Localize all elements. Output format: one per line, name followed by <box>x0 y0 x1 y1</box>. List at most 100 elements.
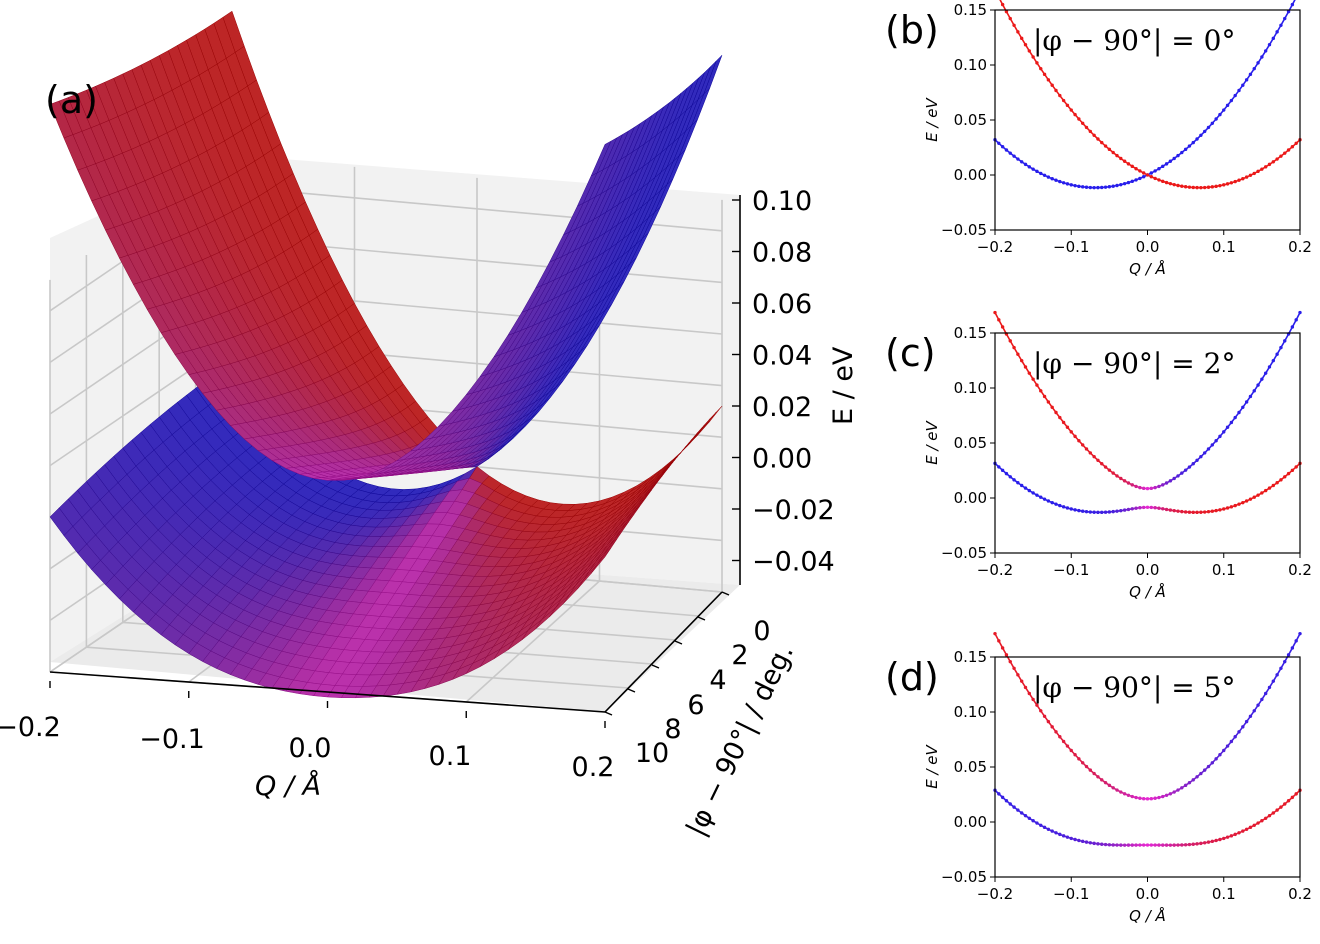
curve-lower-point <box>1244 499 1249 503</box>
x-axis-label: Q / Å <box>1129 582 1166 601</box>
curve-upper-point <box>1141 171 1146 175</box>
curve-upper-point <box>1111 786 1115 790</box>
surfaces-3d <box>49 10 723 699</box>
curve-lower-point <box>1164 507 1169 512</box>
curve-lower-point <box>1233 179 1237 184</box>
y-axis-label: E / eV <box>923 419 941 464</box>
curve-lower-point <box>1290 145 1295 149</box>
curve-upper-point <box>1283 659 1287 664</box>
curve-upper-point <box>1176 788 1180 792</box>
curve-lower-point <box>1061 181 1066 185</box>
curve-upper-point <box>1283 339 1287 343</box>
curve-upper-point <box>1214 757 1218 761</box>
curve-upper-point <box>1202 451 1207 455</box>
curve-upper-point <box>1126 793 1131 797</box>
curve-lower-point <box>1206 840 1211 844</box>
curve-upper-point <box>1225 103 1230 108</box>
curve-upper-point <box>1096 137 1100 141</box>
curve-upper-point <box>1073 112 1077 117</box>
curve-upper-point <box>1084 447 1089 451</box>
curve-upper-point <box>1275 673 1279 677</box>
curve-lower-point <box>1039 495 1043 499</box>
curve-upper-point <box>1100 462 1104 466</box>
x-tick-label: −0.1 <box>1053 885 1089 903</box>
curve-lower-point <box>1111 509 1115 514</box>
curve-lower-point <box>1199 510 1203 514</box>
curve-upper-point <box>1164 793 1169 797</box>
curve-lower-point <box>1263 165 1268 169</box>
curve-upper-point <box>1077 117 1081 121</box>
curve-lower-point <box>1248 497 1253 501</box>
curve-lower-point <box>1073 183 1077 188</box>
curve-lower-point <box>1248 825 1253 830</box>
curve-upper-point <box>1149 486 1154 491</box>
curve-upper-point <box>1199 454 1203 459</box>
y-axis-line <box>604 591 723 713</box>
curve-lower-point <box>1107 843 1112 847</box>
z-tick-label-3d: 0.00 <box>752 444 812 475</box>
curve-upper-point <box>1141 796 1146 801</box>
curve-upper-point <box>1039 389 1043 393</box>
curve-lower-point <box>1088 510 1093 514</box>
curve-upper-point <box>1119 476 1123 481</box>
curve-lower-point <box>1176 183 1180 188</box>
curve-lower-point <box>1260 491 1264 495</box>
curve-upper-point <box>1260 55 1264 59</box>
curve-lower-point <box>1073 837 1077 842</box>
curve-upper-point <box>1202 768 1207 772</box>
curve-upper-point <box>1199 133 1203 137</box>
curve-lower-point <box>1119 843 1123 847</box>
annotation-angle: |φ − 90°| = 0° <box>1033 24 1235 57</box>
curve-lower-point <box>1096 185 1100 190</box>
curve-lower-point <box>1119 182 1123 187</box>
curve-upper-point <box>1168 792 1173 796</box>
curve-lower-point <box>1069 183 1073 187</box>
curve-upper-point <box>1054 730 1058 734</box>
curve-upper-point <box>1107 783 1112 788</box>
curve-upper-point <box>1130 483 1134 487</box>
curve-upper-point <box>1035 61 1039 65</box>
curve-lower-point <box>1100 842 1104 846</box>
curve-upper-point <box>1233 415 1237 420</box>
curve-upper-point <box>1084 764 1089 769</box>
curve-upper-point <box>1046 78 1051 82</box>
annotation-angle: |φ − 90°| = 5° <box>1033 671 1235 704</box>
curve-upper-point <box>1172 476 1176 481</box>
curve-upper-point <box>1229 420 1234 425</box>
curve-upper-point <box>1080 121 1085 125</box>
x-tick-label-3d: −0.2 <box>0 712 61 743</box>
curve-upper-point <box>1199 771 1203 776</box>
curve-lower-point <box>1241 829 1245 833</box>
y-tick-label: 0.00 <box>954 813 987 831</box>
curve-lower-point <box>1080 839 1085 844</box>
curve-lower-point <box>1161 179 1165 184</box>
surface-lo-patch <box>590 547 612 574</box>
x-tick-label-3d: 0.1 <box>429 741 472 772</box>
curve-upper-point <box>1054 410 1058 415</box>
curve-upper-point <box>1164 162 1169 166</box>
z-tick-label-3d: 0.02 <box>752 392 812 423</box>
curve-upper-point <box>1153 485 1157 490</box>
curve-upper-point <box>1103 144 1108 148</box>
curve-lower-point <box>1046 827 1051 831</box>
curve-upper-point <box>1290 325 1295 329</box>
curve-lower-point <box>1206 185 1211 189</box>
curve-lower-point <box>1058 179 1062 184</box>
curve-lower-point <box>1119 508 1123 513</box>
curve-lower-point <box>1039 171 1043 176</box>
curve-lower-point <box>1195 510 1199 515</box>
panel-label-d: (d) <box>885 655 939 699</box>
curve-lower-point <box>1096 510 1100 515</box>
curve-lower-point <box>1218 837 1222 842</box>
curve-lower-point <box>1172 182 1176 187</box>
curve-upper-point <box>1252 389 1256 393</box>
curve-lower-point <box>1141 175 1146 179</box>
curve-lower-point <box>1126 843 1131 847</box>
curve-upper-point <box>1248 72 1253 77</box>
curve-lower-point <box>1252 495 1256 499</box>
curve-lower-point <box>1088 185 1093 190</box>
y-tick-3d <box>721 591 730 596</box>
y-tick-3d <box>627 688 636 693</box>
curve-upper-point <box>1210 443 1215 447</box>
curve-lower-point <box>1092 510 1096 514</box>
